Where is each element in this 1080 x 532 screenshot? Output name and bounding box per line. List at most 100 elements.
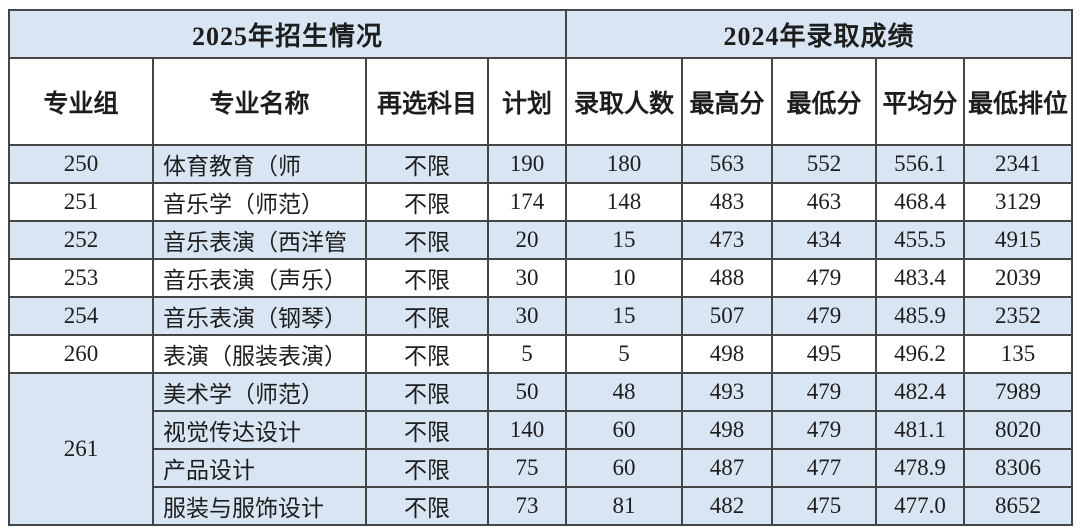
cell-major: 美术学（师范） — [152, 372, 367, 412]
cell-max-score: 498 — [681, 410, 774, 450]
table-row: 260 表演（服装表演） 不限 5 5 498 495 496.2 135 — [8, 334, 1074, 374]
cell-subject: 不限 — [365, 220, 489, 260]
cell-min-rank: 3129 — [963, 182, 1074, 222]
cell-admitted: 81 — [565, 486, 684, 526]
table-row: 产品设计 不限 75 60 487 477 478.9 8306 — [9, 448, 1074, 488]
cell-major: 音乐表演（钢琴） — [152, 296, 367, 336]
col-header-max-score: 最高分 — [681, 57, 774, 146]
table-row: 250 体育教育（师 不限 190 180 563 552 556.1 2341 — [8, 144, 1074, 184]
cell-min-rank: 135 — [963, 334, 1074, 374]
cell-avg-score: 468.4 — [875, 182, 966, 222]
section-header-2025: 2025年招生情况 — [7, 9, 568, 59]
table-row: 253 音乐表演（声乐） 不限 30 10 488 479 483.4 2039 — [8, 258, 1074, 298]
cell-max-score: 498 — [681, 334, 774, 374]
cell-admitted: 48 — [565, 372, 684, 412]
cell-min-score: 479 — [771, 372, 878, 412]
col-header-plan: 计划 — [486, 57, 568, 146]
cell-min-score: 463 — [771, 182, 878, 222]
cell-min-score: 479 — [771, 410, 878, 450]
table-row: 视觉传达设计 不限 140 60 498 479 481.1 8020 — [9, 410, 1074, 450]
cell-avg-score: 482.4 — [875, 372, 966, 412]
cell-min-score: 479 — [771, 258, 878, 298]
cell-avg-score: 481.1 — [875, 410, 966, 450]
cell-group: 253 — [8, 258, 154, 298]
col-header-subject: 再选科目 — [365, 57, 489, 146]
cell-plan: 5 — [486, 334, 568, 374]
cell-max-score: 487 — [681, 448, 774, 488]
cell-major: 体育教育（师 — [152, 144, 367, 184]
cell-subject: 不限 — [365, 448, 489, 488]
cell-subject: 不限 — [365, 296, 489, 336]
cell-min-rank: 7989 — [963, 372, 1074, 412]
cell-subject: 不限 — [365, 486, 489, 526]
cell-plan: 174 — [486, 182, 568, 222]
cell-min-rank: 2341 — [963, 144, 1074, 184]
cell-major: 表演（服装表演） — [152, 334, 367, 374]
cell-min-rank: 8306 — [963, 448, 1074, 488]
cell-group: 254 — [8, 296, 154, 336]
cell-admitted: 60 — [565, 448, 684, 488]
cell-max-score: 483 — [681, 182, 774, 222]
cell-plan: 30 — [486, 258, 568, 298]
cell-group: 260 — [8, 334, 154, 374]
cell-avg-score: 477.0 — [875, 486, 966, 526]
section-header-row: 2025年招生情况 2024年录取成绩 — [7, 9, 1074, 59]
cell-min-rank: 2352 — [963, 296, 1074, 336]
cell-plan: 20 — [486, 220, 568, 260]
cell-group: 252 — [8, 220, 154, 260]
cell-min-score: 495 — [771, 334, 878, 374]
cell-max-score: 482 — [681, 486, 774, 526]
cell-plan: 30 — [486, 296, 568, 336]
cell-group-merged: 261 — [8, 372, 154, 526]
col-header-min-rank: 最低排位 — [963, 57, 1074, 146]
cell-min-score: 434 — [771, 220, 878, 260]
cell-major: 音乐表演（西洋管 — [152, 220, 367, 260]
cell-min-score: 475 — [771, 486, 878, 526]
cell-max-score: 493 — [681, 372, 774, 412]
cell-major: 视觉传达设计 — [152, 410, 367, 450]
col-header-avg-score: 平均分 — [875, 57, 966, 146]
cell-avg-score: 483.4 — [875, 258, 966, 298]
cell-plan: 190 — [486, 144, 568, 184]
cell-subject: 不限 — [365, 410, 489, 450]
cell-plan: 140 — [486, 410, 568, 450]
cell-min-rank: 8652 — [963, 486, 1074, 526]
cell-min-score: 552 — [771, 144, 878, 184]
cell-max-score: 507 — [681, 296, 774, 336]
table-row: 261 美术学（师范） 不限 50 48 493 479 482.4 7989 — [8, 372, 1074, 526]
cell-major: 音乐表演（声乐） — [152, 258, 367, 298]
cell-max-score: 563 — [681, 144, 774, 184]
cell-min-score: 479 — [771, 296, 878, 336]
cell-avg-score: 455.5 — [875, 220, 966, 260]
cell-min-rank: 4915 — [963, 220, 1074, 260]
col-header-group: 专业组 — [8, 57, 154, 146]
table-row: 251 音乐学（师范） 不限 174 148 483 463 468.4 312… — [8, 182, 1074, 222]
col-header-admitted: 录取人数 — [565, 57, 684, 146]
col-header-min-score: 最低分 — [771, 57, 878, 146]
column-header-row: 专业组 专业名称 再选科目 计划 录取人数 最高分 最低分 平均分 最低排位 — [8, 57, 1074, 146]
cell-admitted: 5 — [565, 334, 684, 374]
cell-admitted: 10 — [565, 258, 684, 298]
cell-plan: 50 — [486, 372, 568, 412]
cell-avg-score: 496.2 — [875, 334, 966, 374]
cell-min-rank: 2039 — [963, 258, 1074, 298]
cell-subject: 不限 — [365, 144, 489, 184]
cell-admitted: 148 — [565, 182, 684, 222]
cell-min-score: 477 — [771, 448, 878, 488]
admission-results-table: 2025年招生情况 2024年录取成绩 专业组 专业名称 再选科目 计划 录取人… — [7, 9, 1074, 526]
table-row: 254 音乐表演（钢琴） 不限 30 15 507 479 485.9 2352 — [8, 296, 1074, 336]
cell-subject: 不限 — [365, 258, 489, 298]
cell-min-rank: 8020 — [963, 410, 1074, 450]
cell-group: 251 — [8, 182, 154, 222]
cell-max-score: 473 — [681, 220, 774, 260]
cell-major: 服装与服饰设计 — [152, 486, 367, 526]
cell-major: 产品设计 — [152, 448, 367, 488]
cell-subject: 不限 — [365, 334, 489, 374]
table-row: 252 音乐表演（西洋管 不限 20 15 473 434 455.5 4915 — [8, 220, 1074, 260]
cell-max-score: 488 — [681, 258, 774, 298]
cell-avg-score: 556.1 — [875, 144, 966, 184]
table-row: 服装与服饰设计 不限 73 81 482 475 477.0 8652 — [9, 486, 1074, 526]
cell-avg-score: 485.9 — [875, 296, 966, 336]
cell-group: 250 — [8, 144, 154, 184]
